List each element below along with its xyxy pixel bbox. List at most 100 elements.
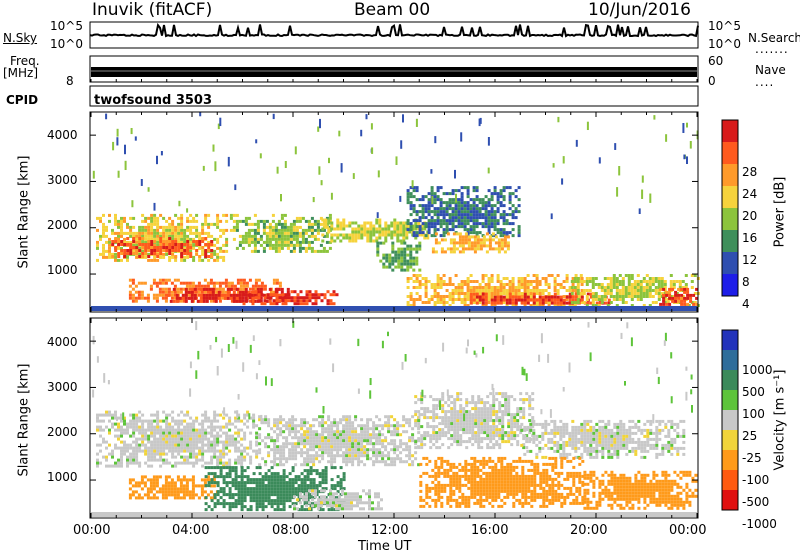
velocity-cell-band-1 [309, 439, 313, 443]
power-cell-band-10 [451, 292, 455, 295]
power-cell-band-0 [102, 213, 105, 217]
velocity-cell-band-1 [387, 463, 391, 467]
power-cell-band-13 [680, 296, 684, 300]
power-ground-band [499, 306, 501, 311]
velocity-cell-band-0 [243, 458, 247, 462]
velocity-cell-band-2 [495, 392, 499, 396]
velocity-cell-band-0 [171, 428, 175, 432]
power-cell-band-12 [681, 280, 685, 283]
velocity-cell-band-1 [264, 445, 268, 449]
power-cell-band-6 [387, 227, 391, 231]
power-cell-band-0 [192, 243, 196, 247]
velocity-cell-band-1 [276, 457, 280, 461]
velocity-cell-band-1 [306, 427, 310, 431]
velocity-cell-band-2 [456, 431, 460, 435]
velocity-cell-band-0 [174, 431, 178, 435]
power-cell-band-7 [406, 247, 410, 251]
power-cell-band-0 [204, 216, 208, 220]
velocity-cell-band-0 [189, 434, 193, 438]
power-cell-band-10 [517, 286, 521, 289]
power-ground-band [501, 306, 503, 311]
velocity-cell-band-1 [264, 442, 268, 446]
power-cell-band-4 [292, 246, 296, 250]
velocity-cell-band-0 [186, 431, 190, 435]
power-cell-band-10 [472, 289, 476, 292]
power-cell-band-2 [218, 284, 222, 288]
power-cell-band-8 [499, 216, 503, 220]
power-cell-band-3 [208, 287, 212, 291]
power-cell-band-12 [621, 298, 625, 301]
power-cell-band-0 [177, 237, 181, 241]
power-cell-band-8 [445, 213, 449, 217]
velocity-cell-band-1 [309, 448, 313, 452]
power-cell-band-10 [547, 304, 551, 307]
velocity-cell-band-1 [276, 418, 280, 422]
power-scatter-point [319, 118, 321, 129]
power-cell-band-4 [298, 240, 302, 244]
velocity-cell-band-1 [282, 424, 286, 428]
velocity-cell-band-0 [135, 455, 139, 459]
power-cell-band-13 [668, 302, 672, 306]
power-cell-band-12 [582, 301, 586, 304]
power-cell-band-8 [424, 204, 428, 208]
power-cell-band-10 [406, 286, 410, 289]
power-cell-band-0 [180, 219, 184, 223]
velocity-cell-band-0 [219, 458, 223, 462]
velocity-cell-band-2 [486, 419, 490, 423]
velocity-cell-band-2 [453, 425, 457, 429]
power-cell-band-10 [415, 274, 419, 277]
power-cell-band-13 [686, 296, 690, 300]
power-cell-band-8 [472, 216, 476, 220]
velocity-cell-band-0 [153, 443, 157, 447]
velocity-cell-band-0 [222, 416, 226, 420]
power-cell-band-10 [502, 277, 506, 280]
power-cell-band-8 [484, 201, 488, 205]
power-cell-band-7 [397, 253, 401, 257]
power-cell-band-4 [304, 219, 308, 223]
power-cell-band-11 [580, 295, 584, 299]
velocity-cell-band-2 [504, 431, 508, 435]
power-cell-band-10 [433, 283, 437, 286]
power-cell-band-5 [260, 302, 264, 306]
velocity-cell-band-0 [249, 416, 253, 420]
power-cell-band-5 [314, 293, 318, 297]
power-cell-band-12 [690, 280, 694, 283]
velocity-cell-band-0 [99, 419, 102, 423]
velocity-cell-band-2 [483, 431, 487, 435]
power-cell-band-6 [366, 230, 370, 234]
velocity-cell-band-1 [318, 433, 322, 437]
power-cell-band-8 [424, 210, 428, 214]
velocity-cell-band-0 [147, 440, 151, 444]
power-cell-band-3 [169, 299, 173, 303]
power-cell-band-11 [589, 292, 593, 296]
power-cell-band-4 [280, 231, 284, 235]
power-cell-band-3 [175, 293, 179, 297]
power-cell-band-8 [451, 210, 455, 214]
power-cell-band-13 [662, 299, 666, 303]
velocity-cell-band-1 [342, 442, 346, 446]
power-cell-band-9 [449, 250, 453, 254]
power-cell-band-0 [225, 240, 229, 244]
velocity-cell-band-1 [327, 418, 331, 422]
velocity-cell-band-2 [429, 440, 433, 444]
power-cell-band-8 [496, 198, 500, 202]
power-cell-band-0 [96, 240, 99, 244]
power-cell-band-9 [440, 247, 444, 251]
power-cell-band-9 [434, 232, 438, 236]
power-cell-band-9 [446, 232, 450, 236]
power-cell-band-10 [460, 286, 464, 289]
power-ground-band [505, 306, 507, 311]
power-cell-band-1 [198, 255, 202, 258]
velocity-cell-band-2 [495, 419, 499, 423]
power-cell-band-0 [156, 216, 160, 220]
power-ground-band [593, 306, 595, 311]
velocity-cell-band-2 [507, 419, 511, 423]
power-cell-band-8 [475, 222, 479, 226]
power-cell-band-3 [244, 293, 248, 297]
power-cell-band-9 [485, 250, 489, 254]
power-cell-band-0 [222, 231, 226, 235]
velocity-cell-band-0 [123, 431, 126, 435]
power-scatter-point [328, 157, 330, 164]
power-cell-band-4 [271, 237, 275, 241]
velocity-cell-band-0 [198, 428, 202, 432]
